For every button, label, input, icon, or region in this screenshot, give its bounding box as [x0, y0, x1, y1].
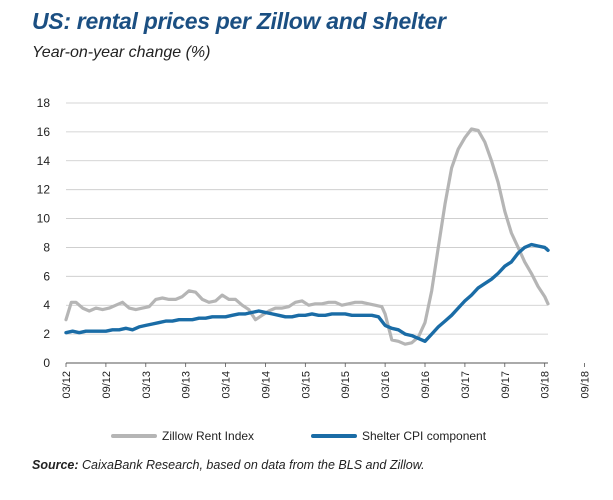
source-label: Source: [32, 458, 79, 472]
x-tick-label: 03/12 [61, 371, 73, 399]
y-tick-label: 0 [43, 356, 50, 370]
source-note: Source: CaixaBank Research, based on dat… [32, 458, 425, 472]
chart-subtitle: Year-on-year change (%) [32, 44, 211, 61]
y-tick-label: 16 [37, 125, 51, 139]
y-tick-label: 2 [43, 327, 50, 341]
y-tick-label: 10 [37, 212, 51, 226]
legend-label-shelter: Shelter CPI component [362, 429, 487, 443]
y-tick-label: 8 [43, 240, 50, 254]
chart-title: US: rental prices per Zillow and shelter [32, 8, 446, 34]
x-tick-label: 09/13 [181, 371, 193, 399]
x-tick-label: 09/15 [340, 371, 352, 399]
y-tick-label: 12 [37, 183, 51, 197]
series-lines [64, 127, 550, 346]
source-text: CaixaBank Research, based on data from t… [78, 458, 425, 472]
x-tick-label: 09/18 [580, 371, 592, 399]
shelter-cpi-line [64, 242, 550, 343]
legend-label-zillow: Zillow Rent Index [162, 429, 254, 443]
legend: Zillow Rent Index Shelter CPI component [111, 429, 487, 443]
x-tick-label: 09/17 [500, 371, 512, 399]
y-axis-labels: 0 2 4 6 8 10 12 14 16 18 [37, 96, 51, 370]
x-tick-label: 03/15 [300, 371, 312, 399]
gridlines [66, 102, 548, 364]
x-tick-label: 09/14 [260, 371, 272, 399]
y-tick-label: 14 [37, 154, 51, 168]
x-tick-label: 09/16 [420, 371, 432, 399]
y-tick-label: 4 [43, 298, 50, 312]
zillow-rent-index-line [64, 127, 550, 346]
x-tick-label: 03/14 [221, 371, 233, 399]
y-tick-label: 18 [37, 96, 51, 110]
x-axis-labels: 03/12 09/12 03/13 09/13 03/14 09/14 03/15 09/15… [61, 363, 592, 399]
x-tick-label: 03/13 [141, 371, 153, 399]
y-tick-label: 6 [43, 269, 50, 283]
x-tick-label: 03/17 [460, 371, 472, 399]
x-tick-label: 03/16 [380, 371, 392, 399]
x-tick-label: 09/12 [101, 371, 113, 399]
x-tick-label: 03/18 [540, 371, 552, 399]
